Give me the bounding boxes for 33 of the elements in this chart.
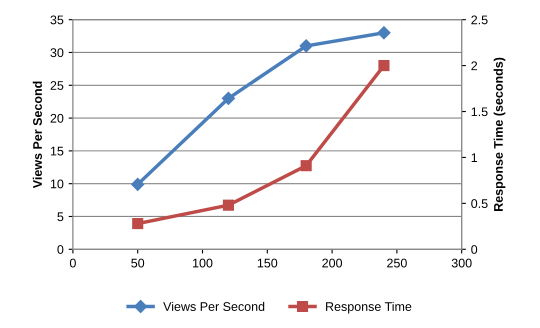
y-axis-title: Views Per Second	[32, 82, 42, 188]
y-tick-label: 0	[57, 245, 64, 254]
point	[132, 218, 144, 230]
y2-axis-title: Response Time (seconds)	[494, 58, 506, 211]
point	[222, 200, 234, 211]
y-tick-label: 20	[50, 114, 64, 123]
x-tick-label: 50	[131, 258, 144, 268]
point	[300, 160, 312, 172]
x-tick-label: 250	[387, 258, 407, 268]
x-tick-label: 150	[258, 258, 278, 268]
point	[131, 178, 144, 191]
y-tick-label: 5	[57, 212, 64, 222]
y2-tick-label: 0.5	[471, 199, 488, 208]
x-tick-label: 100	[193, 258, 212, 268]
point	[300, 39, 313, 53]
x-tick-label: 200	[322, 258, 342, 268]
x-tick-label: 300	[452, 258, 472, 268]
legend-label: Response Time	[326, 302, 412, 314]
point	[222, 92, 236, 105]
y2-tick-label: 0	[471, 245, 478, 254]
y2-tick-label: 2	[471, 61, 478, 70]
y-tick-label: 10	[50, 179, 64, 188]
y2-tick-label: 1.5	[472, 107, 488, 116]
y-tick-label: 35	[50, 15, 64, 24]
y-tick-label: 25	[50, 81, 64, 90]
y-tick-label: 15	[50, 146, 64, 156]
y2-tick-label: 2.5	[471, 15, 488, 24]
y-tick-label: 30	[50, 48, 64, 58]
point	[377, 26, 391, 40]
x-tick-label: 0	[70, 258, 76, 268]
y2-tick-label: 1	[472, 153, 478, 162]
legend-label: Views Per Second	[163, 302, 264, 311]
point	[378, 60, 390, 72]
